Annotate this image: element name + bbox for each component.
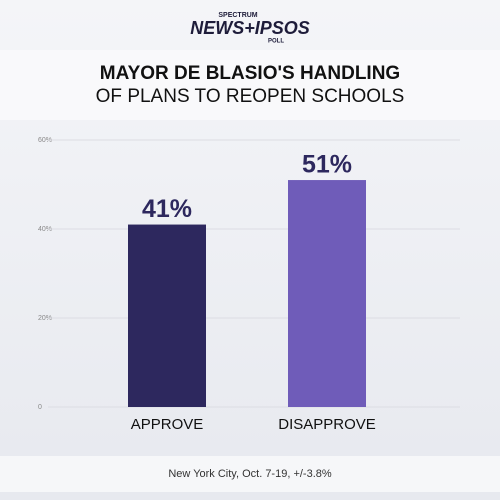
note: New York City, Oct. 7-19, +/-3.8% xyxy=(168,468,332,480)
y-tick-label: 0 xyxy=(38,404,42,411)
title-band xyxy=(0,50,500,120)
y-tick-label: 40% xyxy=(38,226,52,233)
brand-bottom: POLL xyxy=(268,39,284,45)
chart-title: OF PLANS TO REOPEN SCHOOLS xyxy=(96,86,405,107)
bar xyxy=(288,180,366,407)
y-tick-label: 20% xyxy=(38,315,52,322)
footer-band xyxy=(0,456,500,492)
x-tick-label: APPROVE xyxy=(131,416,204,433)
value-label: 41% xyxy=(142,195,192,223)
brand-top: SPECTRUM xyxy=(218,12,257,19)
x-tick-label: DISAPPROVE xyxy=(278,416,376,433)
chart-title: MAYOR DE BLASIO'S HANDLING xyxy=(100,63,400,84)
brand-main: NEWS+IPSOS xyxy=(190,18,310,38)
value-label: 51% xyxy=(302,151,352,179)
bar xyxy=(128,224,206,407)
y-tick-label: 60% xyxy=(38,137,52,144)
